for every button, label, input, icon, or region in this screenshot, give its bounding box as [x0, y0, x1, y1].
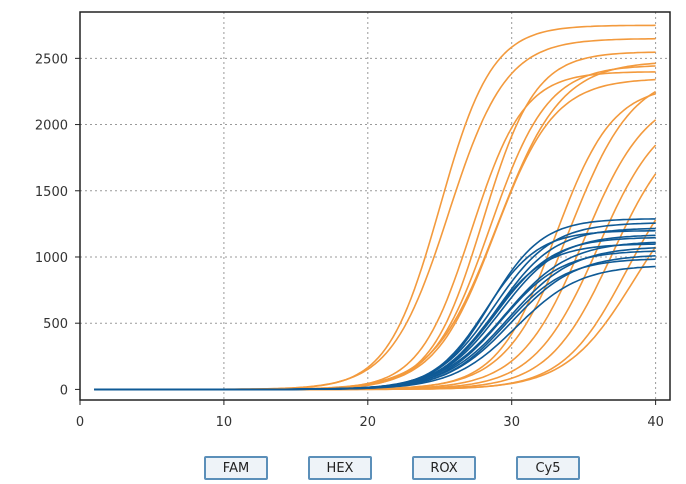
blue-amplification-curve [94, 258, 656, 391]
y-tick-label: 1000 [35, 251, 68, 266]
blue-amplification-curve [94, 255, 656, 391]
cy5-button[interactable]: Cy5 [516, 456, 580, 480]
channel-legend: FAM HEX ROX Cy5 [0, 452, 686, 482]
hex-button[interactable]: HEX [308, 456, 372, 480]
y-tick-label: 1500 [35, 185, 68, 200]
orange-amplification-curve [94, 93, 656, 391]
blue-amplification-curve [94, 229, 656, 391]
x-tick-label: 20 [360, 415, 377, 430]
x-tick-label: 40 [647, 415, 664, 430]
curves [94, 24, 657, 391]
y-tick-label: 2000 [35, 119, 68, 134]
y-tick-label: 0 [60, 383, 68, 398]
blue-amplification-curve [94, 243, 656, 391]
orange-amplification-curve [94, 51, 656, 391]
blue-amplification-curve [94, 236, 656, 391]
blue-amplification-curve [94, 265, 656, 391]
axes: 0 10 20 30 40 0 500 1000 1500 2000 2500 [35, 52, 664, 430]
orange-amplification-curve [94, 90, 657, 391]
y-tick-label: 2500 [35, 52, 68, 67]
orange-amplification-curve [94, 24, 656, 391]
orange-amplification-curve [94, 119, 657, 391]
blue-amplification-curve [94, 227, 656, 391]
x-tick-label: 0 [76, 415, 84, 430]
fam-button[interactable]: FAM [204, 456, 268, 480]
blue-amplification-curve [94, 234, 656, 391]
rox-button[interactable]: ROX [412, 456, 476, 480]
orange-amplification-curve [94, 173, 657, 391]
amplification-chart: 0 10 20 30 40 0 500 1000 1500 2000 2500 [35, 11, 671, 430]
orange-amplification-curve [94, 65, 656, 391]
orange-amplification-curve [94, 71, 656, 391]
x-tick-label: 10 [216, 415, 233, 430]
x-tick-label: 30 [503, 415, 520, 430]
y-tick-label: 500 [43, 317, 68, 332]
orange-amplification-curve [94, 78, 656, 391]
plot-area-frame [79, 11, 671, 401]
